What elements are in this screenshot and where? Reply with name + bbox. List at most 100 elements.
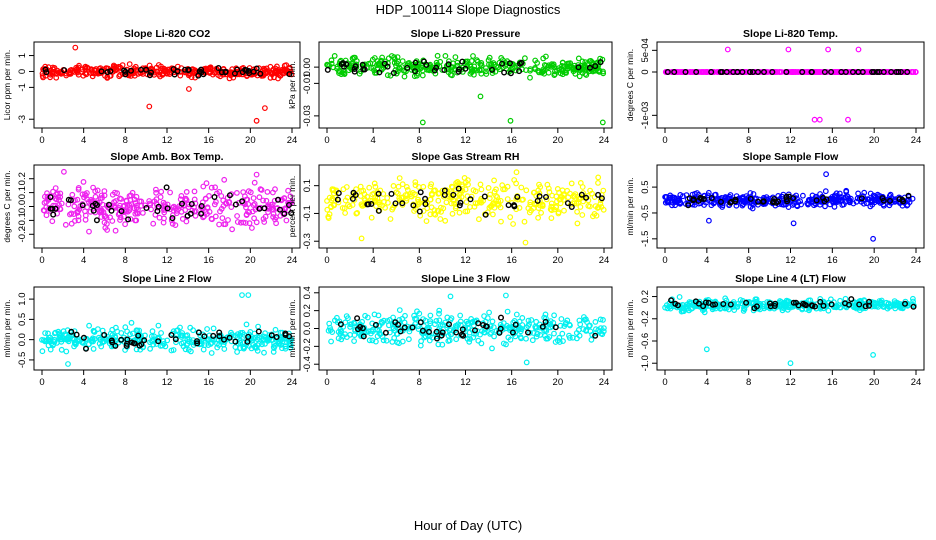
data-point — [503, 292, 509, 299]
highlight-point — [184, 212, 191, 219]
highlight-point — [107, 68, 114, 75]
data-point — [598, 192, 605, 198]
highlight-point — [334, 196, 341, 203]
data-point — [150, 220, 157, 227]
data-point — [472, 188, 479, 195]
data-point — [118, 196, 124, 202]
data-point — [862, 196, 869, 203]
highlight-point — [288, 210, 295, 217]
highlight-point — [422, 195, 429, 202]
data-point — [71, 217, 78, 224]
data-point — [263, 197, 270, 204]
y-axis-label: ml/min per min. — [287, 299, 297, 357]
data-point — [837, 297, 843, 304]
highlight-point — [42, 66, 49, 73]
x-tick-label: 12 — [785, 377, 796, 388]
data-point — [541, 70, 548, 77]
data-point — [527, 199, 534, 206]
data-point — [545, 185, 552, 192]
data-point — [711, 192, 718, 198]
highlight-point — [104, 69, 111, 76]
highlight-point — [749, 68, 756, 75]
data-point — [523, 187, 530, 194]
data-point — [361, 195, 368, 202]
highlight-point — [216, 329, 223, 336]
highlight-point — [838, 68, 845, 75]
y-tick-label: 0.0 — [17, 200, 28, 213]
data-point — [173, 207, 180, 214]
data-point — [427, 196, 434, 203]
data-point — [763, 69, 769, 75]
data-point — [107, 330, 114, 337]
data-point — [171, 69, 178, 76]
highlight-point — [462, 65, 469, 72]
data-point — [595, 179, 601, 186]
highlight-point — [185, 66, 192, 73]
data-point — [376, 201, 383, 208]
data-point — [861, 189, 868, 196]
data-point — [75, 217, 82, 224]
y-tick-label: 0.2 — [640, 290, 651, 303]
data-point — [776, 69, 782, 75]
data-point — [385, 55, 392, 62]
chart-panel: Slope Amb. Box Temp.0 4 8 12 16 20 24-0.2-0.10… — [2, 151, 301, 266]
highlight-point — [433, 64, 440, 71]
data-point — [172, 222, 179, 229]
highlight-point — [598, 195, 605, 202]
x-tick-label: 20 — [869, 377, 880, 388]
x-tick-label: 24 — [599, 255, 610, 266]
data-point — [554, 185, 561, 192]
data-point — [328, 338, 335, 345]
highlight-point — [821, 68, 828, 75]
highlight-point — [790, 195, 797, 202]
data-point — [270, 189, 276, 196]
data-point — [600, 70, 607, 77]
data-point — [740, 198, 747, 204]
highlight-point — [450, 191, 457, 198]
data-point — [260, 216, 267, 222]
data-point — [420, 208, 427, 214]
data-point — [513, 311, 520, 318]
data-point — [838, 194, 845, 200]
data-point — [516, 204, 523, 211]
data-point — [86, 322, 92, 329]
data-point — [478, 60, 485, 66]
data-point — [498, 55, 505, 61]
y-tick-label: -1.5 — [640, 231, 651, 247]
y-tick-label: 0.0 — [17, 333, 28, 346]
highlight-point — [381, 60, 388, 67]
x-tick-label: 0 — [39, 135, 44, 146]
chart-title: Slope Line 2 Flow — [123, 273, 213, 285]
data-point — [358, 201, 365, 208]
highlight-point — [475, 320, 482, 327]
data-point — [281, 67, 288, 74]
y-tick-label: -0.01 — [302, 73, 313, 95]
highlight-point — [685, 202, 692, 209]
data-point — [887, 191, 894, 198]
highlight-point — [108, 207, 115, 214]
data-point — [164, 337, 171, 344]
highlight-point — [195, 329, 202, 336]
highlight-point — [516, 68, 523, 75]
x-tick-label: 24 — [287, 377, 298, 388]
x-tick-label: 24 — [599, 377, 610, 388]
data-point — [344, 194, 351, 201]
data-point — [551, 64, 558, 71]
data-point — [367, 60, 374, 67]
data-point — [384, 195, 391, 201]
data-point — [89, 336, 95, 343]
data-point — [395, 183, 402, 190]
x-tick-label: 8 — [417, 377, 422, 388]
highlight-point — [888, 68, 895, 75]
data-point — [545, 64, 551, 70]
data-point — [67, 67, 74, 74]
data-point — [49, 218, 56, 225]
data-point — [335, 199, 342, 206]
data-point — [438, 204, 444, 211]
data-point — [692, 190, 698, 197]
x-tick-label: 8 — [746, 255, 751, 266]
highlight-point — [664, 68, 671, 75]
data-point — [825, 307, 832, 314]
data-point — [724, 46, 731, 53]
data-point — [537, 184, 544, 190]
